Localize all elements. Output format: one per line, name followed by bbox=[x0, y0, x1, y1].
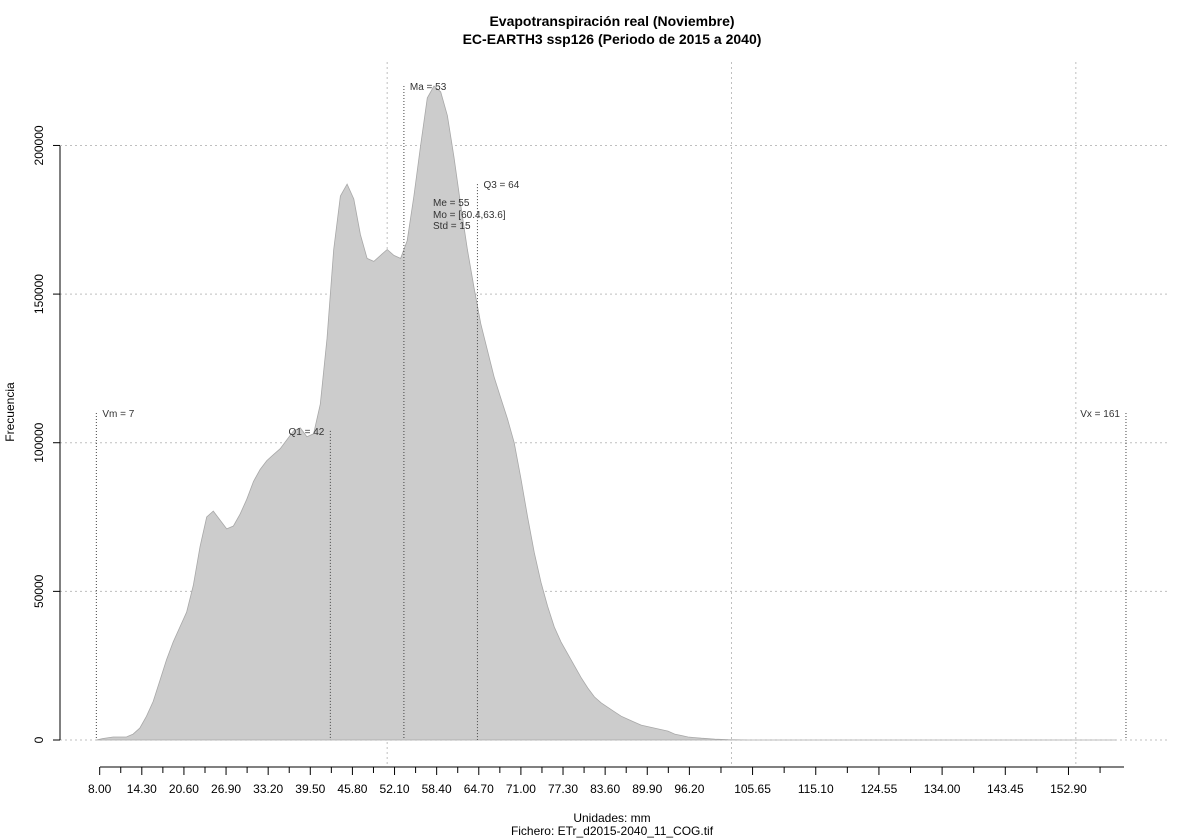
x-tick-label: 39.50 bbox=[295, 782, 325, 796]
stat-std: Std = 15 bbox=[433, 221, 471, 232]
marker-label: Vm = 7 bbox=[102, 409, 134, 420]
x-tick-label: 8.00 bbox=[88, 782, 112, 796]
frequency-area-path bbox=[96, 85, 1116, 741]
axes: 0 50000 100000 150000 200000 8.00 14.30 20.60 26… bbox=[32, 125, 1124, 796]
chart-subtitle: EC-EARTH3 ssp126 (Periodo de 2015 a 2040… bbox=[463, 31, 762, 47]
stat-median: Me = 55 bbox=[433, 198, 470, 209]
x-tick-label: 143.45 bbox=[987, 782, 1024, 796]
y-axis-label: Frecuencia bbox=[3, 382, 17, 442]
chart-title: Evapotranspiración real (Noviembre) bbox=[489, 13, 734, 29]
x-tick-label: 96.20 bbox=[674, 782, 704, 796]
x-tick-label: 105.65 bbox=[734, 782, 771, 796]
y-tick-label: 0 bbox=[32, 736, 46, 743]
marker-label: Q3 = 64 bbox=[483, 180, 519, 191]
x-tick-label: 115.10 bbox=[798, 782, 834, 796]
x-tick-label: 58.40 bbox=[422, 782, 452, 796]
x-tick-label: 89.90 bbox=[632, 782, 662, 796]
marker-label: Vx = 161 bbox=[1080, 409, 1120, 420]
x-tick-label: 26.90 bbox=[211, 782, 241, 796]
y-tick-label: 200000 bbox=[32, 125, 46, 165]
x-tick-label: 45.80 bbox=[337, 782, 367, 796]
x-tick-label: 14.30 bbox=[127, 782, 157, 796]
file-caption: Fichero: ETr_d2015-2040_11_COG.tif bbox=[511, 824, 714, 838]
y-tick-label: 50000 bbox=[32, 574, 46, 608]
x-tick-label: 83.60 bbox=[590, 782, 620, 796]
x-tick-label: 20.60 bbox=[169, 782, 199, 796]
x-tick-label: 33.20 bbox=[253, 782, 283, 796]
stats-annotation: Me = 55 Mo = [60.4,63.6] Std = 15 bbox=[433, 198, 506, 232]
marker-label: Q1 = 42 bbox=[288, 427, 324, 438]
x-tick-label: 152.90 bbox=[1050, 782, 1087, 796]
x-axis-label: Unidades: mm bbox=[573, 811, 650, 825]
marker-label: Ma = 53 bbox=[410, 82, 447, 93]
x-tick-label: 134.00 bbox=[924, 782, 961, 796]
x-tick-label: 71.00 bbox=[506, 782, 536, 796]
x-tick-label: 124.55 bbox=[861, 782, 898, 796]
y-tick-label: 150000 bbox=[32, 274, 46, 314]
x-tick-label: 52.10 bbox=[380, 782, 410, 796]
statistic-markers: Vm = 7 Q1 = 42 Ma = 53 Q3 = 64 Vx = 161 bbox=[95, 82, 1127, 740]
x-tick-label: 77.30 bbox=[548, 782, 578, 796]
frequency-area bbox=[96, 85, 1116, 741]
stat-mode: Mo = [60.4,63.6] bbox=[433, 210, 506, 221]
y-tick-label: 100000 bbox=[32, 422, 46, 462]
x-tick-label: 64.70 bbox=[464, 782, 494, 796]
